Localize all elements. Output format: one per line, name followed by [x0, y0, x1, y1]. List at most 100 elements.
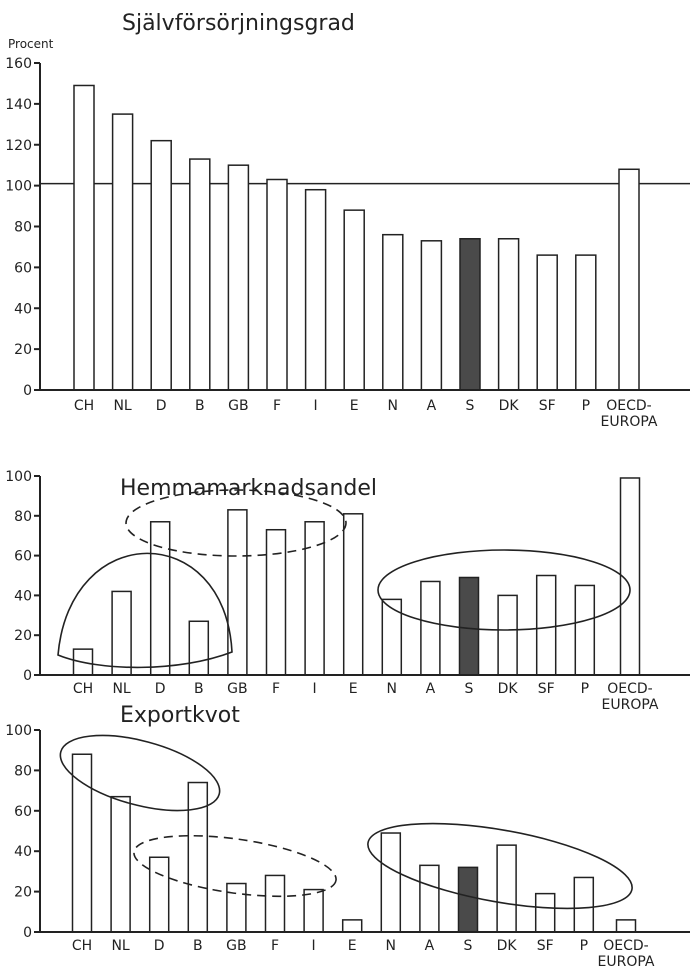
x-tick-label: B — [194, 681, 204, 697]
x-tick-label: I — [313, 681, 317, 697]
x-tick-label: NL — [112, 681, 130, 697]
bar-sf — [534, 892, 556, 933]
bar-sf — [536, 254, 558, 391]
y-tick-label: 100 — [5, 179, 32, 195]
y-tick-label: 20 — [14, 628, 32, 644]
grouping-ellipse-nordic-countries — [377, 549, 631, 631]
grouping-ellipse-nordic-countries — [367, 822, 633, 910]
y-tick-label: 80 — [14, 220, 32, 236]
bar-e — [343, 209, 365, 391]
x-tick-label: I — [314, 398, 318, 414]
bar-ch — [71, 753, 93, 933]
bars-layer — [73, 84, 640, 391]
y-tick-label: 40 — [14, 588, 32, 604]
chart-title: Självförsörjningsgrad — [122, 11, 355, 36]
x-tick-label: D — [154, 938, 165, 954]
bar-gb — [227, 164, 250, 391]
bar-gb — [226, 882, 247, 933]
bar-n — [380, 832, 402, 933]
x-tick-label: A — [426, 681, 436, 697]
bar-a — [419, 864, 440, 933]
bar-b — [188, 620, 210, 676]
x-tick-label: A — [427, 398, 437, 414]
bar-oecd-europa — [615, 919, 637, 933]
x-tick-label: CH — [72, 938, 92, 954]
bar-dk — [496, 844, 517, 933]
bar-nl — [111, 590, 132, 676]
y-tick-label: 0 — [23, 668, 32, 684]
bar-n — [381, 598, 403, 676]
bar-s — [458, 576, 480, 676]
x-tick-label: OECD- — [606, 398, 651, 414]
bar-b — [187, 781, 209, 933]
grouping-ellipse-large-countries — [133, 834, 337, 898]
x-tick-label: NL — [111, 938, 129, 954]
y-tick-label: 40 — [14, 301, 32, 317]
x-tick-label: DK — [498, 681, 519, 697]
x-tick-label: N — [386, 938, 396, 954]
labels-layer: 0 20 40 60 80 100 CH NL D B GB F I E N A S DK SF P OECD-EURO… — [5, 723, 655, 970]
y-tick-label: 100 — [5, 469, 32, 485]
x-tick-label: GB — [227, 681, 247, 697]
x-tick-label: S — [464, 938, 473, 954]
x-tick-label: F — [273, 398, 281, 414]
bar-b — [189, 158, 211, 391]
x-tick-label: S — [466, 398, 475, 414]
x-tick-label: D — [156, 398, 167, 414]
y-tick-label: 0 — [23, 925, 32, 941]
y-tick-label: 60 — [14, 549, 32, 565]
bar-f — [266, 178, 288, 391]
chart-title: Hemmamarknadsandel — [120, 476, 377, 501]
x-tick-label: I — [312, 938, 316, 954]
bar-p — [574, 584, 596, 676]
x-tick-label: DK — [497, 938, 518, 954]
x-tick-label: F — [271, 938, 279, 954]
y-tick-label: 140 — [5, 97, 32, 113]
bar-s — [459, 238, 481, 391]
y-tick-label: 160 — [5, 56, 32, 72]
axes-layer — [34, 729, 690, 933]
y-tick-label: 80 — [14, 509, 32, 525]
axes-layer — [34, 475, 690, 676]
x-tick-label: GB — [226, 938, 246, 954]
x-tick-label: P — [582, 398, 590, 414]
chart-title: Exportkvot — [120, 703, 240, 728]
bar-i — [304, 521, 325, 676]
x-tick-label: A — [425, 938, 435, 954]
bar-dk — [497, 594, 518, 676]
bar-dk — [497, 238, 520, 391]
bar-nl — [111, 113, 134, 391]
x-tick-label: E — [350, 398, 359, 414]
bar-oecd-europa — [618, 168, 640, 391]
y-tick-label: 20 — [14, 885, 32, 901]
y-axis-label: Procent — [8, 37, 54, 51]
x-tick-label: EUROPA — [601, 414, 658, 430]
x-tick-label: NL — [113, 398, 131, 414]
bar-d — [150, 139, 172, 391]
y-tick-label: 60 — [14, 804, 32, 820]
x-tick-label: E — [348, 938, 357, 954]
x-tick-label: B — [193, 938, 203, 954]
x-tick-label: P — [581, 681, 589, 697]
y-tick-label: 80 — [14, 763, 32, 779]
grouping-layer — [59, 734, 633, 910]
x-tick-label: N — [388, 398, 398, 414]
x-tick-label: F — [272, 681, 280, 697]
x-tick-label: EUROPA — [598, 954, 655, 970]
bars-layer — [71, 753, 637, 933]
chart-panel-export-ratio: Exportkvot 0 20 40 60 80 100 CH NL D B GB F I E N A S DK S… — [5, 703, 690, 970]
x-tick-label: OECD- — [607, 681, 652, 697]
x-tick-label: E — [349, 681, 358, 697]
grouping-ellipse-large-countries — [125, 489, 347, 557]
bar-f — [264, 874, 286, 933]
x-tick-label: B — [195, 398, 205, 414]
y-tick-label: 20 — [14, 342, 32, 358]
bar-e — [341, 919, 363, 933]
x-tick-label: S — [465, 681, 474, 697]
grouping-ellipse-small-countries — [59, 734, 221, 812]
y-tick-label: 100 — [5, 723, 32, 739]
chart-panel-home-market-share: Hemmamarknadsandel 0 20 40 60 80 100 CH NL D B GB F… — [5, 469, 690, 713]
labels-layer: 0 20 40 60 80 100 120 140 160 CH NL D B GB F I E N A S DK SF P… — [5, 56, 658, 430]
x-tick-label: DK — [499, 398, 520, 414]
